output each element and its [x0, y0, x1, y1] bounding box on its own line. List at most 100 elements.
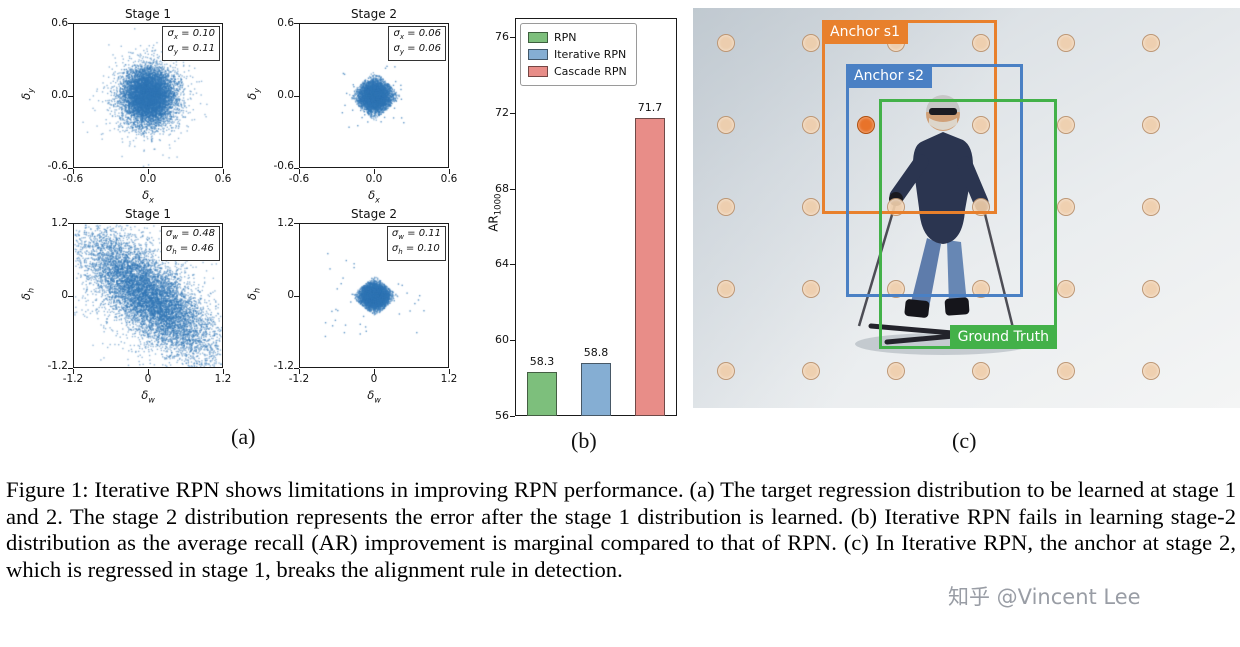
- zhihu-watermark: 知乎 @Vincent Lee: [948, 585, 1141, 609]
- scatter-plot-dwdh-stage1: Stage 1 σw = 0.48 σh = 0.46 1.2 0 -1.2 -1.2 0 1.…: [18, 206, 233, 411]
- anchor-box-label: Anchor s2: [846, 64, 932, 88]
- leg-left: [911, 238, 941, 308]
- legend-item: Cascade RPN: [528, 63, 627, 80]
- anchor-center-dot: [1057, 198, 1075, 216]
- x-tick-mark: [223, 369, 224, 374]
- y-tick-mark: [294, 23, 299, 24]
- x-tick-mark: [148, 169, 149, 174]
- anchor-center-dot: [1142, 34, 1160, 52]
- y-tick-label: -0.6: [47, 160, 69, 172]
- plot-title: Stage 1: [124, 7, 172, 21]
- bar-value-label: 58.3: [529, 355, 555, 369]
- plot-title: Stage 2: [350, 207, 398, 221]
- anchor-center-dot: [1057, 362, 1075, 380]
- anchor-center-dot: [802, 362, 820, 380]
- legend-swatch: [528, 49, 548, 60]
- panel-c-anchor-illustration: Anchor s1 Anchor s2 Ground Truth: [693, 8, 1240, 408]
- bar: [581, 362, 611, 416]
- plot-frame: σw = 0.48 σh = 0.46: [73, 223, 223, 368]
- plot-frame: σx = 0.06 σy = 0.06: [299, 23, 449, 168]
- y-tick-label: 72: [495, 105, 509, 119]
- y-tick-label: 0: [287, 288, 294, 301]
- legend-item: RPN: [528, 29, 627, 46]
- y-tick-label: 64: [495, 257, 509, 271]
- arm-right: [957, 156, 989, 210]
- y-tick-mark: [68, 368, 73, 369]
- anchor-center-dot: [717, 116, 735, 134]
- x-tick-mark: [223, 169, 224, 174]
- scatter-plot-dxdy-stage2: Stage 2 σx = 0.06 σy = 0.06 0.6 0.0 -0.6 -0.6 0…: [244, 6, 459, 211]
- anchor-center-dot: [1142, 198, 1160, 216]
- y-tick-mark: [294, 168, 299, 169]
- y-tick-mark: [68, 223, 73, 224]
- x-tick-label: -0.6: [288, 173, 310, 185]
- y-tick-mark: [294, 368, 299, 369]
- annotation-boxes-layer: Anchor s1 Anchor s2 Ground Truth: [693, 8, 1240, 408]
- legend-label: Iterative RPN: [554, 48, 627, 61]
- x-axis-label: δx: [368, 188, 380, 205]
- anchor-center-dot: [717, 362, 735, 380]
- y-tick-mark: [68, 295, 73, 297]
- y-axis-label: δh: [245, 287, 262, 301]
- plot-title: Stage 1: [124, 207, 172, 221]
- panel-b-average-recall-bar-chart: AR1000 56 60 64 68 72 76 58.3 58.8 71.7 RPN Iterati…: [486, 6, 687, 426]
- anchor-box: Anchor s2: [846, 64, 1023, 297]
- y-tick-label: 56: [495, 409, 509, 422]
- plot-frame: σw = 0.11 σh = 0.10: [299, 223, 449, 368]
- y-axis-label: δh: [19, 287, 36, 301]
- anchor-center-dot: [1057, 34, 1075, 52]
- bar: [635, 118, 665, 416]
- y-tick-mark: [510, 264, 515, 266]
- x-tick-label: 0.0: [139, 173, 157, 185]
- panel-label-c: (c): [952, 428, 977, 453]
- y-tick-label: 0.0: [51, 88, 68, 101]
- y-tick-mark: [68, 95, 73, 97]
- anchor-center-dot: [1142, 280, 1160, 298]
- x-tick-label: -0.6: [62, 173, 84, 185]
- scatter-plot-dxdy-stage1: Stage 1 σx = 0.10 σy = 0.11 0.6 0.0 -0.6 -0.6 0…: [18, 6, 233, 211]
- arm-left: [889, 154, 929, 204]
- x-tick-mark: [73, 369, 74, 374]
- anchor-center-dot: [887, 362, 905, 380]
- anchor-center-dot: [802, 198, 820, 216]
- scatter-plot-dwdh-stage2: Stage 2 σw = 0.11 σh = 0.10 1.2 0 -1.2 -1.2 0 1.…: [244, 206, 459, 411]
- x-axis-label: δw: [367, 388, 381, 405]
- y-tick-mark: [294, 295, 299, 297]
- x-tick-mark: [374, 369, 375, 374]
- y-tick-label: 60: [495, 333, 509, 347]
- anchor-center-dot: [1142, 116, 1160, 134]
- y-tick-label: 0.0: [277, 88, 294, 101]
- ski-pole-left: [857, 197, 899, 327]
- anchor-center-dot: [717, 280, 735, 298]
- y-tick-mark: [510, 36, 515, 38]
- legend-swatch: [528, 66, 548, 77]
- plot-title: Stage 2: [350, 7, 398, 21]
- ski-pole-right: [981, 205, 1015, 329]
- x-tick-label: -1.2: [288, 373, 310, 385]
- x-tick-mark: [299, 169, 300, 174]
- y-tick-mark: [510, 188, 515, 190]
- sigma-annotation-box: σx = 0.10 σy = 0.11: [162, 26, 220, 61]
- anchor-center-dot: [972, 116, 990, 134]
- x-tick-mark: [374, 169, 375, 174]
- anchor-center-dot: [717, 198, 735, 216]
- y-tick-label: 0.6: [51, 17, 68, 29]
- x-tick-mark: [148, 369, 149, 374]
- x-tick-label: 0: [370, 373, 378, 385]
- legend-label: RPN: [554, 31, 577, 44]
- sigma-annotation-box: σw = 0.48 σh = 0.46: [160, 226, 220, 261]
- y-tick-mark: [68, 23, 73, 24]
- x-axis-label: δw: [141, 388, 155, 405]
- x-tick-mark: [73, 169, 74, 174]
- y-tick-label: -0.6: [273, 160, 295, 172]
- legend-item: Iterative RPN: [528, 46, 627, 63]
- x-tick-label: 0.6: [440, 173, 458, 185]
- boot-left: [904, 299, 930, 318]
- y-tick-label: 1.2: [277, 217, 294, 229]
- x-tick-mark: [449, 169, 450, 174]
- anchor-center-dot: [972, 362, 990, 380]
- y-tick-label: 76: [495, 29, 509, 43]
- anchor-center-dot-highlighted: [857, 116, 875, 134]
- x-tick-label: 0: [144, 373, 152, 385]
